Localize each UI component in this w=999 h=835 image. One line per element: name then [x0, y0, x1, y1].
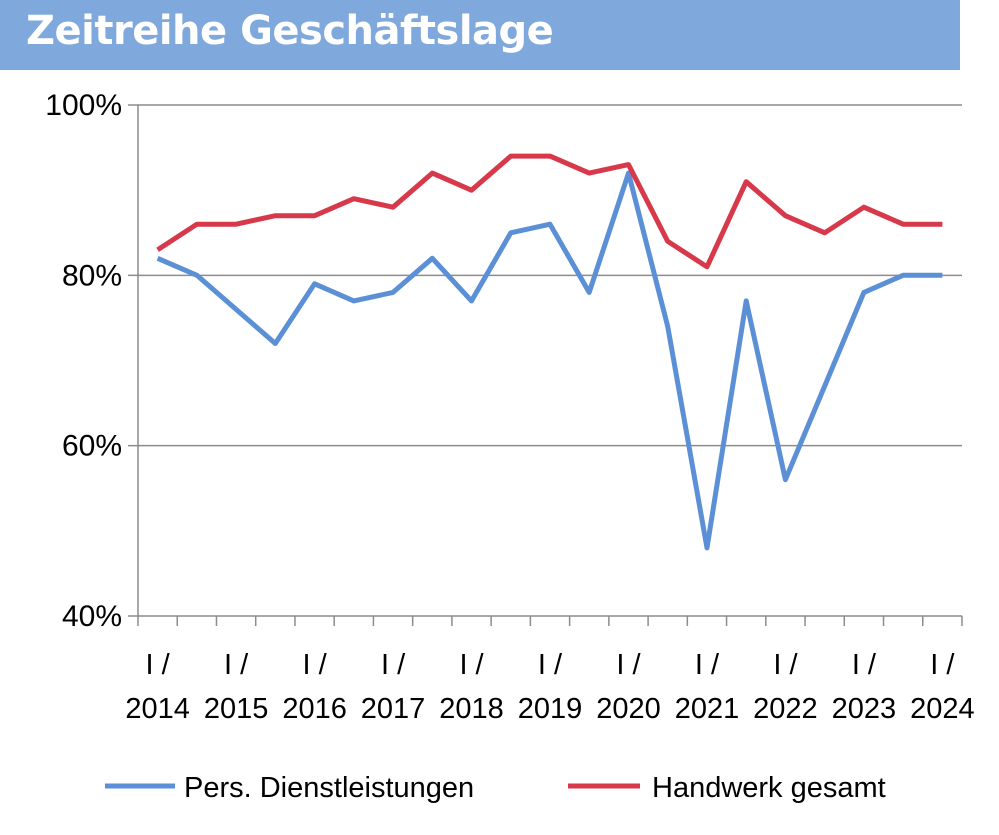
- x-tick-label-top: I /: [538, 649, 563, 681]
- x-tick-label-year: 2019: [518, 693, 583, 725]
- x-tick-label-top: I /: [930, 649, 955, 681]
- x-tick-label-top: I /: [146, 649, 171, 681]
- x-tick-label-year: 2021: [675, 693, 740, 725]
- x-tick-label-top: I /: [459, 649, 484, 681]
- x-tick-label-top: I /: [224, 649, 249, 681]
- y-tick-label: 80%: [62, 259, 122, 292]
- y-tick-label: 100%: [45, 89, 122, 122]
- legend-label: Handwerk gesamt: [652, 772, 886, 804]
- x-tick-label-year: 2024: [910, 693, 975, 725]
- x-tick-label-top: I /: [773, 649, 798, 681]
- x-tick-label-year: 2023: [832, 693, 897, 725]
- y-tick-label: 40%: [62, 600, 122, 633]
- y-tick-label: 60%: [62, 430, 122, 463]
- chart-title: Zeitreihe Geschäftslage: [26, 8, 554, 54]
- x-tick-label-year: 2022: [753, 693, 818, 725]
- x-tick-label-year: 2016: [282, 693, 347, 725]
- y-axis-ticks: 100% 80% 60% 40%: [45, 89, 138, 633]
- x-axis: I / 2014 I / 2015 I / 2016 I / 2017 I / 2018 I / 20…: [125, 105, 975, 725]
- x-tick-label-year: 2020: [596, 693, 661, 725]
- legend-label: Pers. Dienstleistungen: [184, 772, 474, 804]
- gridlines: [138, 104, 962, 447]
- series-line-2: [156, 153, 943, 270]
- x-tick-label-year: 2018: [439, 693, 504, 725]
- series-lines: [156, 153, 943, 551]
- x-tick-label-top: I /: [695, 649, 720, 681]
- legend: Pers. Dienstleistungen Handwerk gesamt: [105, 772, 886, 804]
- x-tick-label-top: I /: [381, 649, 406, 681]
- x-tick-label-year: 2017: [361, 693, 426, 725]
- x-tick-label-top: I /: [616, 649, 641, 681]
- x-tick-label-top: I /: [852, 649, 877, 681]
- x-tick-label-year: 2014: [125, 693, 190, 725]
- title-bar: Zeitreihe Geschäftslage: [0, 0, 960, 70]
- x-tick-label-top: I /: [302, 649, 327, 681]
- x-tick-label-year: 2015: [204, 693, 269, 725]
- series-line-1: [156, 170, 943, 551]
